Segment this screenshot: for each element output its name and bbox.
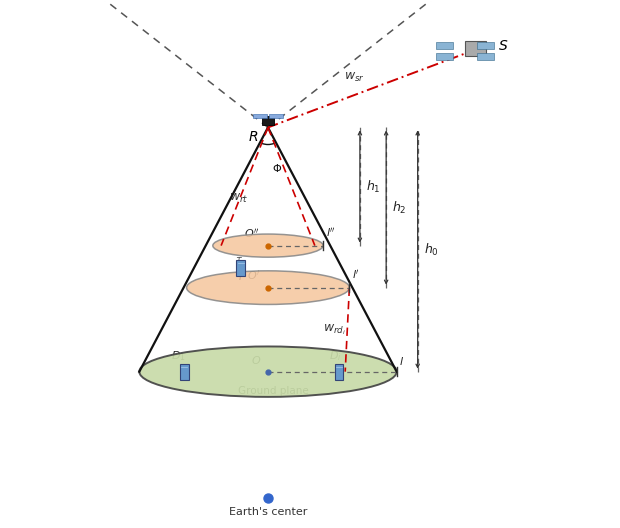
Bar <box>180 364 188 380</box>
Text: $O$: $O$ <box>251 354 262 366</box>
Text: $\tau$: $\tau$ <box>235 255 243 265</box>
Text: $T$: $T$ <box>236 270 247 284</box>
Ellipse shape <box>213 234 323 257</box>
Text: $l''$: $l''$ <box>326 227 336 239</box>
Bar <box>477 42 494 49</box>
Text: $S$: $S$ <box>498 39 508 53</box>
Text: $D_1$: $D_1$ <box>170 350 185 363</box>
Text: $\Phi$: $\Phi$ <box>272 162 283 174</box>
Bar <box>477 53 494 60</box>
Text: $h_0$: $h_0$ <box>424 241 439 258</box>
Text: Earth's center: Earth's center <box>229 507 307 517</box>
Text: $w_{rt}$: $w_{rt}$ <box>229 192 249 205</box>
Bar <box>262 116 274 125</box>
Text: $l$: $l$ <box>399 355 404 367</box>
Text: $D_i$: $D_i$ <box>329 350 341 363</box>
Text: $O''$: $O''$ <box>244 228 260 240</box>
Ellipse shape <box>140 346 397 397</box>
Bar <box>436 53 453 60</box>
Bar <box>268 114 283 118</box>
Text: $w_{rd_i}$: $w_{rd_i}$ <box>323 323 346 337</box>
Text: $R$: $R$ <box>248 130 259 144</box>
Text: $w_{sr}$: $w_{sr}$ <box>344 71 365 84</box>
Text: $h_2$: $h_2$ <box>392 200 407 215</box>
Bar <box>465 41 486 56</box>
Bar <box>335 364 343 380</box>
Bar <box>253 114 267 118</box>
Ellipse shape <box>187 271 350 305</box>
Text: $O'$: $O'$ <box>247 269 260 282</box>
Text: $h_1$: $h_1$ <box>366 178 381 195</box>
Text: $l'$: $l'$ <box>352 268 360 281</box>
Text: Ground plane: Ground plane <box>238 386 309 397</box>
Bar <box>436 42 453 49</box>
Text: Surface of spherical sector
where $S$ is located: Surface of spherical sector where $S$ is… <box>0 527 1 528</box>
Bar <box>236 260 245 276</box>
